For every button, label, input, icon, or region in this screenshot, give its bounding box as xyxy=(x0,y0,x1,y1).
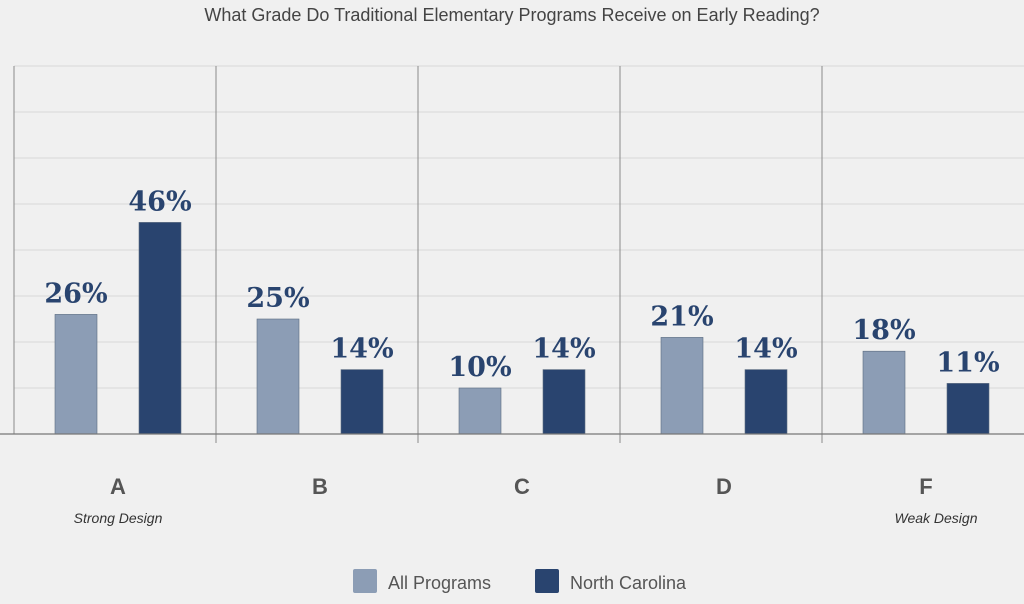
chart-title: What Grade Do Traditional Elementary Pro… xyxy=(204,5,820,25)
bar xyxy=(744,369,788,435)
category-label: C xyxy=(514,474,530,499)
bar xyxy=(946,383,990,435)
data-label: 10% xyxy=(448,352,511,383)
data-label: 14% xyxy=(330,334,393,365)
data-label: 14% xyxy=(532,334,595,365)
legend-swatch xyxy=(535,569,559,593)
bar xyxy=(542,369,586,435)
category-sublabel: Weak Design xyxy=(894,510,977,526)
data-label: 21% xyxy=(650,301,713,332)
data-label: 26% xyxy=(44,278,107,309)
category-sublabel: Strong Design xyxy=(74,510,163,526)
legend-swatch xyxy=(353,569,377,593)
category-label: A xyxy=(110,474,126,499)
category-label: F xyxy=(919,474,932,499)
category-label: D xyxy=(716,474,732,499)
data-label: 14% xyxy=(734,334,797,365)
bar xyxy=(54,314,98,435)
legend-label: North Carolina xyxy=(570,573,687,593)
data-label: 18% xyxy=(852,315,915,346)
data-label: 46% xyxy=(128,186,191,217)
bar xyxy=(256,318,300,435)
bar xyxy=(138,222,182,435)
bar xyxy=(862,350,906,435)
bar xyxy=(340,369,384,435)
category-label: B xyxy=(312,474,328,499)
data-label: 25% xyxy=(246,283,309,314)
legend-label: All Programs xyxy=(388,573,491,593)
bar xyxy=(458,387,502,435)
data-label: 11% xyxy=(936,347,999,378)
bar xyxy=(660,337,704,435)
